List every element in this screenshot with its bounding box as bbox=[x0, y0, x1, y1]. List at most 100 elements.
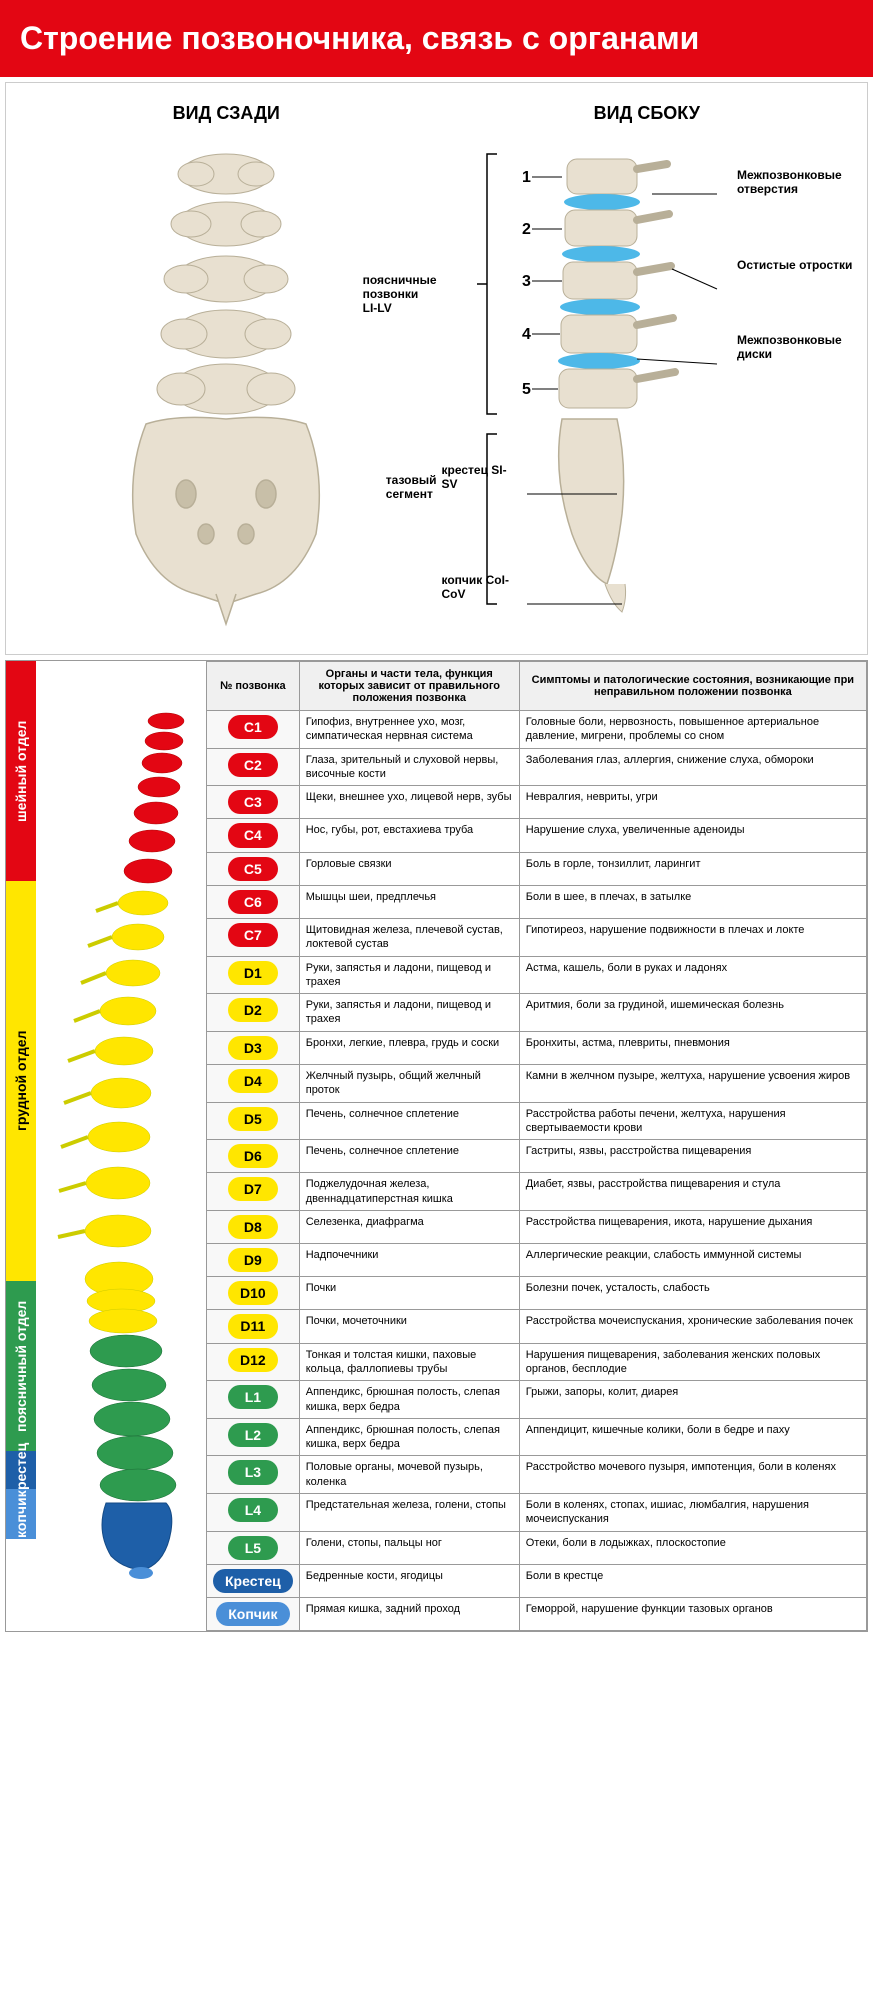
table-row: C3 Щеки, внешнее ухо, лицевой нерв, зубыН… bbox=[207, 786, 867, 819]
symptoms-cell: Аритмия, боли за грудиной, ишемическая б… bbox=[519, 994, 866, 1032]
svg-text:5: 5 bbox=[522, 381, 531, 398]
table-row: D12 Тонкая и толстая кишки, паховые кольц… bbox=[207, 1343, 867, 1381]
organs-cell: Почки bbox=[299, 1277, 519, 1310]
discs-label: Межпозвонковые диски bbox=[737, 333, 857, 361]
vertebra-badge: Крестец bbox=[213, 1569, 293, 1593]
header-organs: Органы и части тела, функция которых зав… bbox=[299, 662, 519, 711]
spinous-label: Остистые отростки bbox=[737, 258, 857, 272]
page-title: Строение позвоночника, связь с органами bbox=[0, 0, 873, 77]
organs-cell: Руки, запястья и ладони, пищевод и трахе… bbox=[299, 956, 519, 994]
vertebra-id-cell: C1 bbox=[207, 711, 300, 749]
vertebra-id-cell: C3 bbox=[207, 786, 300, 819]
symptoms-cell: Расстройства пищеварения, икота, нарушен… bbox=[519, 1210, 866, 1243]
vertebra-badge: C6 bbox=[228, 890, 278, 914]
vertebra-badge: C2 bbox=[228, 753, 278, 777]
section-label: крестец bbox=[6, 1451, 36, 1489]
table-row: D7 Поджелудочная железа, двеннадцатиперст… bbox=[207, 1173, 867, 1211]
vertebra-id-cell: D10 bbox=[207, 1277, 300, 1310]
table-row: C4Нос, губы, рот, евстахиева трубаНаруше… bbox=[207, 819, 867, 852]
organs-cell: Селезенка, диафрагма bbox=[299, 1210, 519, 1243]
vertebra-id-cell: L4 bbox=[207, 1494, 300, 1532]
vertebra-badge: C4 bbox=[228, 823, 278, 847]
section-labels: шейный отделгрудной отделпоясничный отде… bbox=[6, 661, 36, 1631]
vertebra-badge: C1 bbox=[228, 715, 278, 739]
section-label: шейный отдел bbox=[6, 661, 36, 881]
vertebra-badge: L4 bbox=[228, 1498, 278, 1522]
symptoms-cell: Боли в коленях, стопах, ишиас, люмбалгия… bbox=[519, 1494, 866, 1532]
symptoms-cell: Расстройства работы печени, желтуха, нар… bbox=[519, 1102, 866, 1140]
vertebra-badge: D9 bbox=[228, 1248, 278, 1272]
vertebra-id-cell: D3 bbox=[207, 1031, 300, 1064]
vertebra-badge: D8 bbox=[228, 1215, 278, 1239]
symptoms-cell: Боли в крестце bbox=[519, 1564, 866, 1597]
sacrum-label: крестец SI-SV bbox=[442, 463, 522, 491]
table-row: D1 Руки, запястья и ладони, пищевод и тра… bbox=[207, 956, 867, 994]
vertebrae-table-section: шейный отделгрудной отделпоясничный отде… bbox=[5, 660, 868, 1632]
table-row: КопчикПрямая кишка, задний проходГеморро… bbox=[207, 1597, 867, 1630]
table-row: C1Гипофиз, внутреннее ухо, мозг, симпати… bbox=[207, 711, 867, 749]
table-row: D9НадпочечникиАллергические реакции, сла… bbox=[207, 1244, 867, 1277]
organs-cell: Аппендикс, брюшная полость, слепая кишка… bbox=[299, 1381, 519, 1419]
table-row: C5Горловые связкиБоль в горле, тонзиллит… bbox=[207, 852, 867, 885]
organs-cell: Поджелудочная железа, двеннадцатиперстна… bbox=[299, 1173, 519, 1211]
organs-cell: Мышцы шеи, предплечья bbox=[299, 885, 519, 918]
symptoms-cell: Заболевания глаз, аллергия, снижение слу… bbox=[519, 748, 866, 786]
table-row: L5Голени, стопы, пальцы ногОтеки, боли в… bbox=[207, 1531, 867, 1564]
vertebra-id-cell: C5 bbox=[207, 852, 300, 885]
table-row: L1Аппендикс, брюшная полость, слепая киш… bbox=[207, 1381, 867, 1419]
vertebra-id-cell: D8 bbox=[207, 1210, 300, 1243]
organs-cell: Горловые связки bbox=[299, 852, 519, 885]
symptoms-cell: Невралгия, невриты, угри bbox=[519, 786, 866, 819]
vertebra-id-cell: C2 bbox=[207, 748, 300, 786]
svg-text:3: 3 bbox=[522, 273, 531, 290]
vertebra-badge: D1 bbox=[228, 961, 278, 985]
table-row: L4Предстательная железа, голени, стопыБо… bbox=[207, 1494, 867, 1532]
vertebra-id-cell: D1 bbox=[207, 956, 300, 994]
section-label: копчик bbox=[6, 1489, 36, 1539]
vertebra-id-cell: L1 bbox=[207, 1381, 300, 1419]
vertebra-id-cell: C4 bbox=[207, 819, 300, 852]
vertebra-badge: C7 bbox=[228, 923, 278, 947]
vertebra-id-cell: C6 bbox=[207, 885, 300, 918]
organs-cell: Голени, стопы, пальцы ног bbox=[299, 1531, 519, 1564]
symptoms-cell: Расстройства мочеиспускания, хронические… bbox=[519, 1310, 866, 1343]
table-row: D3Бронхи, легкие, плевра, грудь и соскиБ… bbox=[207, 1031, 867, 1064]
organs-cell: Печень, солнечное сплетение bbox=[299, 1140, 519, 1173]
vertebra-id-cell: C7 bbox=[207, 918, 300, 956]
vertebra-badge: D6 bbox=[228, 1144, 278, 1168]
vertebrae-table: № позвонка Органы и части тела, функция … bbox=[206, 661, 867, 1631]
organs-cell: Половые органы, мочевой пузырь, коленка bbox=[299, 1456, 519, 1494]
vertebra-badge: D12 bbox=[228, 1348, 278, 1372]
symptoms-cell: Гастриты, язвы, расстройства пищеварения bbox=[519, 1140, 866, 1173]
symptoms-cell: Астма, кашель, боли в руках и ладонях bbox=[519, 956, 866, 994]
symptoms-cell: Бронхиты, астма, плевриты, пневмония bbox=[519, 1031, 866, 1064]
side-view: ВИД СБОКУ 1 2 3 4 bbox=[437, 93, 858, 644]
vertebra-badge: C3 bbox=[228, 790, 278, 814]
organs-cell: Щеки, внешнее ухо, лицевой нерв, зубы bbox=[299, 786, 519, 819]
organs-cell: Почки, мочеточники bbox=[299, 1310, 519, 1343]
organs-cell: Тонкая и толстая кишки, паховые кольца, … bbox=[299, 1343, 519, 1381]
vertebra-id-cell: D9 bbox=[207, 1244, 300, 1277]
spine-back-svg bbox=[86, 134, 366, 634]
symptoms-cell: Диабет, язвы, расстройства пищеварения и… bbox=[519, 1173, 866, 1211]
vertebra-badge: D4 bbox=[228, 1069, 278, 1093]
vertebra-id-cell: D4 bbox=[207, 1064, 300, 1102]
vertebra-badge: D7 bbox=[228, 1177, 278, 1201]
symptoms-cell: Грыжи, запоры, колит, диарея bbox=[519, 1381, 866, 1419]
vertebrae-table-wrap: № позвонка Органы и части тела, функция … bbox=[206, 661, 867, 1631]
organs-cell: Надпочечники bbox=[299, 1244, 519, 1277]
section-label: грудной отдел bbox=[6, 881, 36, 1281]
back-view-title: ВИД СЗАДИ bbox=[26, 103, 427, 124]
table-row: L2Аппендикс, брюшная полость, слепая киш… bbox=[207, 1418, 867, 1456]
spine-side-svg: 1 2 3 4 5 bbox=[467, 134, 827, 634]
symptoms-cell: Аппендицит, кишечные колики, боли в бедр… bbox=[519, 1418, 866, 1456]
organs-cell: Бедренные кости, ягодицы bbox=[299, 1564, 519, 1597]
svg-text:4: 4 bbox=[522, 326, 531, 343]
table-row: D8 Селезенка, диафрагмаРасстройства пищев… bbox=[207, 1210, 867, 1243]
header-num: № позвонка bbox=[207, 662, 300, 711]
back-view: ВИД СЗАДИ поясничные позвонки LI-LV тазо… bbox=[16, 93, 437, 644]
symptoms-cell: Отеки, боли в лодыжках, плоскостопие bbox=[519, 1531, 866, 1564]
symptoms-cell: Боли в шее, в плечах, в затылке bbox=[519, 885, 866, 918]
table-row: L3Половые органы, мочевой пузырь, коленк… bbox=[207, 1456, 867, 1494]
colored-spine-svg bbox=[36, 661, 206, 1581]
